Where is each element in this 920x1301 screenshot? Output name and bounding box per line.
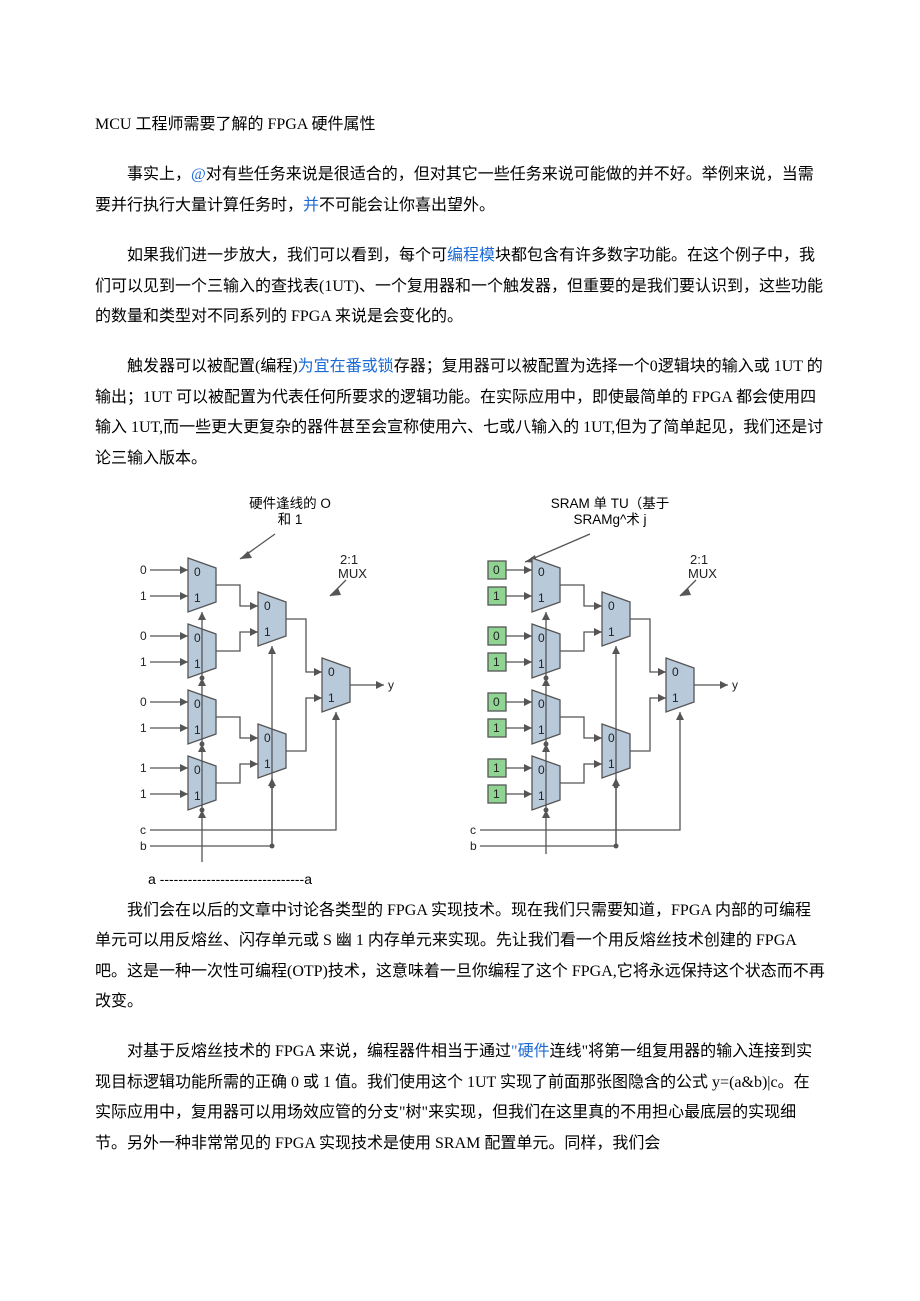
right-b-label: b [470,839,477,853]
right-w12 [560,585,602,783]
mux-lbl: 0 [672,665,679,679]
right-caption-2: SRAMg^术 j [573,512,646,527]
p1-a: 事实上， [127,166,191,183]
mux-lbl: 1 [194,657,201,671]
left-c-label: c [140,823,146,837]
p1-link-bing[interactable]: 并 [303,197,319,214]
left-b-label: b [140,839,147,853]
mux-lbl: 1 [328,691,335,705]
right-output-y: y [732,678,738,692]
page-title: MCU 工程师需要了解的 FPGA 硬件属性 [95,110,825,140]
mux-lbl: 1 [538,723,545,737]
ric6: 1 [493,761,500,775]
mux-lbl: 1 [538,789,545,803]
ric2: 0 [493,629,500,643]
mux-lbl: 0 [328,665,335,679]
a-row: a -------------------------------a [148,871,312,887]
left-col3: 01 [322,658,350,712]
paragraph-1: 事实上，@对有些任务来说是很适合的，但对其它一些任务来说可能做的并不好。举例来说… [95,160,825,221]
mux-lbl: 0 [538,631,545,645]
mux-lbl: 1 [264,757,271,771]
left-in-3: 1 [140,655,147,669]
mux-lbl: 1 [264,625,271,639]
paragraph-2: 如果我们进一步放大，我们可以看到，每个可编程模块都包含有许多数字功能。在这个例子… [95,241,825,332]
right-mux-label-top: 2:1 [690,552,708,567]
mux-lbl: 1 [194,789,201,803]
document-page: MCU 工程师需要了解的 FPGA 硬件属性 事实上，@对有些任务来说是很适合的… [0,0,920,1239]
paragraph-3: 触发器可以被配置(编程)为宜在番或锁存器；复用器可以被配置为选择一个0逻辑块的输… [95,352,825,474]
left-caption-1: 硬件逢线的 O [249,496,331,511]
right-mux-label-bot: MUX [688,566,717,581]
left-mux-label-bot: MUX [338,566,367,581]
ric7: 1 [493,787,500,801]
p1-link-at[interactable]: @ [191,166,206,183]
p3-a: 触发器可以被配置(编程) [127,358,298,375]
mux-lbl: 0 [264,599,271,613]
mux-lbl: 1 [538,591,545,605]
p1-c: 不可能会让你喜出望外。 [319,197,495,214]
left-in-4: 0 [140,695,147,709]
right-w23 [630,619,666,751]
mux-lbl: 1 [608,625,615,639]
paragraph-4: 我们会在以后的文章中讨论各类型的 FPGA 实现技术。现在我们只需要知道，FPG… [95,896,825,1018]
mux-lbl: 1 [194,591,201,605]
mux-lbl: 0 [194,565,201,579]
left-in-2: 0 [140,629,147,643]
left-in-7: 1 [140,787,147,801]
p2-link[interactable]: 编程模 [447,247,495,264]
figure-container: 硬件逢线的 O 和 1 SRAM 单 TU（基于 SRAMg^术 j 2:1 M… [95,494,825,894]
mux-lbl: 0 [264,731,271,745]
mux-lbl: 0 [194,763,201,777]
mux-lbl: 1 [538,657,545,671]
left-in-1: 1 [140,589,147,603]
ric4: 0 [493,695,500,709]
left-output-y: y [388,678,394,692]
right-col3: 01 [666,658,694,712]
p5-link[interactable]: "硬件 [511,1043,550,1060]
mux-lbl: 0 [538,565,545,579]
left-diagram: 2:1 MUX 0 1 0 1 0 1 1 1 [140,534,394,862]
left-in-6: 1 [140,761,147,775]
p5-a: 对基于反熔丝技术的 FPGA 来说，编程器件相当于通过 [127,1043,511,1060]
left-caption-2: 和 1 [278,512,303,527]
ric5: 1 [493,721,500,735]
ric3: 1 [493,655,500,669]
mux-lbl: 1 [194,723,201,737]
right-caption-1: SRAM 单 TU（基于 [551,495,670,511]
left-input-wires [150,566,188,798]
mux-lbl: 0 [608,599,615,613]
right-c-label: c [470,823,476,837]
ric0: 0 [493,563,500,577]
mux-lbl: 0 [194,631,201,645]
ric1: 1 [493,589,500,603]
left-w23 [286,619,322,751]
p3-link[interactable]: 为宜在番或锁 [298,358,394,375]
right-diagram: 2:1 MUX 0 1 0 1 0 1 1 1 [470,534,738,854]
left-mux-label-top: 2:1 [340,552,358,567]
p2-a: 如果我们进一步放大，我们可以看到，每个可 [127,247,447,264]
lut-diagram-svg: 硬件逢线的 O 和 1 SRAM 单 TU（基于 SRAMg^术 j 2:1 M… [130,494,790,894]
right-input-cells: 0 1 0 1 0 1 1 1 [488,561,506,803]
mux-lbl: 0 [608,731,615,745]
mux-lbl: 1 [672,691,679,705]
mux-lbl: 0 [194,697,201,711]
left-in-5: 1 [140,721,147,735]
mux-lbl: 1 [608,757,615,771]
left-input-labels: 0 1 0 1 0 1 1 1 [140,563,147,801]
mux-lbl: 0 [538,697,545,711]
paragraph-5: 对基于反熔丝技术的 FPGA 来说，编程器件相当于通过"硬件连线"将第一组复用器… [95,1037,825,1159]
mux-lbl: 0 [538,763,545,777]
left-in-0: 0 [140,563,147,577]
right-cell-wires [506,566,532,798]
left-w12 [216,585,258,783]
